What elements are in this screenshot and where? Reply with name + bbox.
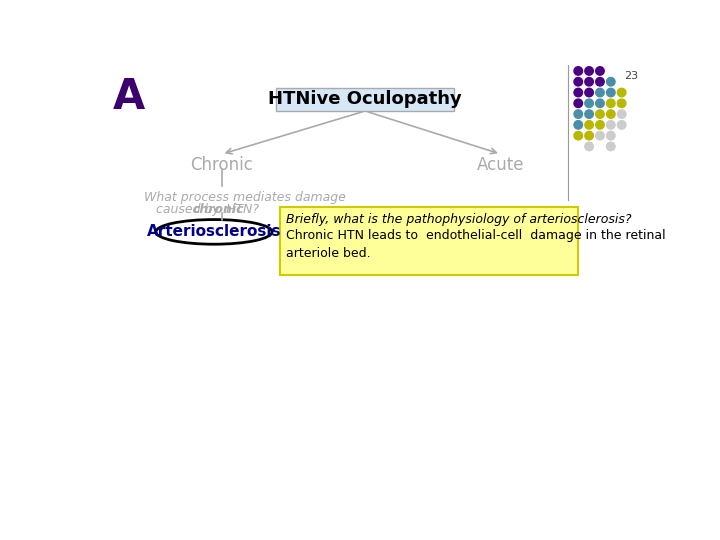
Circle shape: [595, 120, 604, 129]
Circle shape: [574, 67, 582, 75]
Circle shape: [574, 99, 582, 107]
Circle shape: [585, 110, 593, 118]
Circle shape: [617, 120, 626, 129]
Text: What process mediates damage: What process mediates damage: [144, 191, 346, 204]
Circle shape: [617, 88, 626, 97]
Text: chronic: chronic: [192, 202, 244, 215]
Text: caused by: caused by: [156, 202, 224, 215]
Circle shape: [595, 67, 604, 75]
Text: Acute: Acute: [477, 156, 524, 174]
Circle shape: [585, 88, 593, 97]
Circle shape: [585, 99, 593, 107]
Circle shape: [606, 131, 615, 140]
Circle shape: [585, 67, 593, 75]
Text: Arteriosclerosis: Arteriosclerosis: [147, 225, 282, 239]
Circle shape: [606, 88, 615, 97]
Circle shape: [585, 142, 593, 151]
Circle shape: [606, 99, 615, 107]
FancyBboxPatch shape: [280, 207, 578, 275]
Text: HTN?: HTN?: [222, 202, 258, 215]
Circle shape: [574, 78, 582, 86]
Circle shape: [606, 78, 615, 86]
Circle shape: [585, 120, 593, 129]
Text: Chronic: Chronic: [190, 156, 253, 174]
Circle shape: [574, 88, 582, 97]
Text: Briefly, what is the pathophysiology of arteriosclerosis?: Briefly, what is the pathophysiology of …: [286, 213, 631, 226]
Circle shape: [606, 142, 615, 151]
Circle shape: [595, 110, 604, 118]
FancyBboxPatch shape: [276, 88, 454, 111]
Circle shape: [574, 120, 582, 129]
Circle shape: [595, 99, 604, 107]
Text: A: A: [113, 76, 145, 118]
Text: HTNive Oculopathy: HTNive Oculopathy: [269, 90, 462, 109]
Circle shape: [617, 110, 626, 118]
Ellipse shape: [156, 220, 272, 244]
Circle shape: [606, 110, 615, 118]
Circle shape: [595, 131, 604, 140]
Text: Chronic HTN leads to  endothelial-cell  damage in the retinal
arteriole bed.: Chronic HTN leads to endothelial-cell da…: [286, 229, 666, 260]
Circle shape: [574, 110, 582, 118]
Circle shape: [585, 131, 593, 140]
Circle shape: [595, 78, 604, 86]
Text: 23: 23: [624, 71, 638, 81]
Circle shape: [617, 99, 626, 107]
Circle shape: [595, 88, 604, 97]
Circle shape: [574, 131, 582, 140]
Circle shape: [585, 78, 593, 86]
Circle shape: [606, 120, 615, 129]
